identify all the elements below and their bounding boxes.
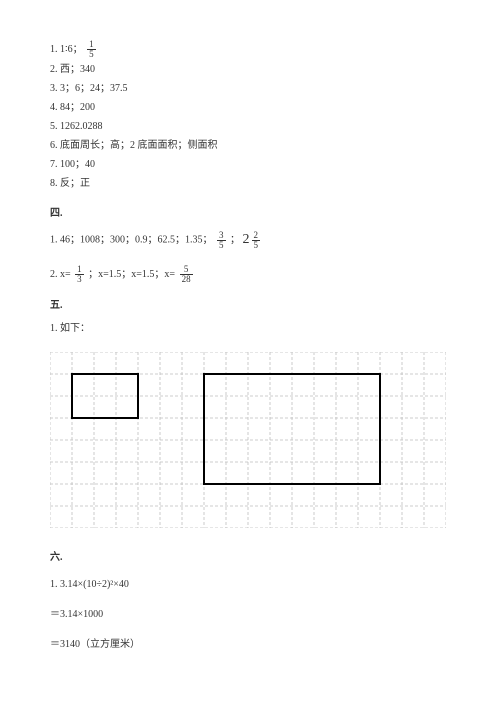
grid-svg <box>50 352 446 528</box>
answer-8: 8. 反；正 <box>50 176 450 192</box>
sec4-l1-mixed: 2 2 5 <box>243 229 263 251</box>
a1-prefix: 1. 1∶6； <box>50 44 83 55</box>
answer-2: 2. 西；340 <box>50 62 450 78</box>
sec5-line1: 1. 如下： <box>50 321 450 337</box>
answer-7: 7. 100；40 <box>50 157 450 173</box>
grid-diagram <box>50 352 450 528</box>
sec4-l1-sep: ； <box>230 235 240 246</box>
a1-fraction: 1 5 <box>87 40 96 59</box>
answer-6: 6. 底面周长；高；2 底面面积；侧面积 <box>50 138 450 154</box>
sec4-l1-prefix: 1. 46；1008；300；0.9；62.5；1.35； <box>50 235 213 246</box>
section-5-header: 五. <box>50 296 450 311</box>
sec4-l2-mid: ；x=1.5；x=1.5；x= <box>88 269 175 280</box>
sec6-line1: 1. 3.14×(10÷2)²×40 <box>50 577 450 593</box>
sec4-l2-frac1: 1 3 <box>75 265 84 284</box>
section-4-header: 四. <box>50 204 450 219</box>
sec4-l1-frac1: 3 5 <box>217 231 226 250</box>
answer-1: 1. 1∶6； 1 5 <box>50 40 450 59</box>
sec6-line2: ＝3.14×1000 <box>50 607 450 623</box>
answer-5: 5. 1262.0288 <box>50 119 450 135</box>
sec4-line1: 1. 46；1008；300；0.9；62.5；1.35； 3 5 ； 2 2 … <box>50 229 450 251</box>
sec4-line2: 2. x= 1 3 ；x=1.5；x=1.5；x= 5 28 <box>50 265 450 284</box>
section-6-header: 六. <box>50 548 450 563</box>
answer-3: 3. 3；6；24；37.5 <box>50 81 450 97</box>
sec4-l2-frac2: 5 28 <box>180 265 193 284</box>
answer-4: 4. 84；200 <box>50 100 450 116</box>
sec6-line3: ＝3140（立方厘米） <box>50 637 450 653</box>
sec4-l2-prefix: 2. x= <box>50 269 71 280</box>
